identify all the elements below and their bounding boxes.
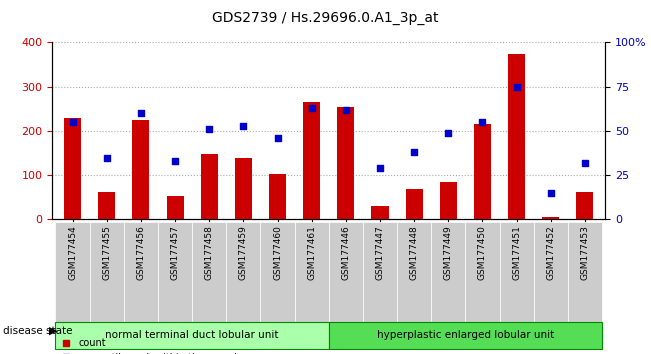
Text: GSM177455: GSM177455 <box>102 225 111 280</box>
Point <box>340 107 351 113</box>
Text: GSM177450: GSM177450 <box>478 225 487 280</box>
Bar <box>542 217 559 219</box>
Text: GDS2739 / Hs.29696.0.A1_3p_at: GDS2739 / Hs.29696.0.A1_3p_at <box>212 11 439 25</box>
Point <box>512 84 522 90</box>
Bar <box>474 124 491 219</box>
Text: GSM177447: GSM177447 <box>376 225 385 280</box>
Bar <box>269 175 286 219</box>
Point <box>409 149 419 155</box>
Bar <box>372 206 389 219</box>
Bar <box>337 107 354 219</box>
Bar <box>167 196 184 219</box>
Text: GSM177446: GSM177446 <box>341 225 350 280</box>
Bar <box>201 154 217 219</box>
Text: GSM177456: GSM177456 <box>137 225 145 280</box>
Text: GSM177452: GSM177452 <box>546 225 555 280</box>
Point <box>443 130 454 136</box>
Bar <box>98 192 115 219</box>
FancyBboxPatch shape <box>124 222 158 324</box>
FancyBboxPatch shape <box>363 222 397 324</box>
FancyBboxPatch shape <box>568 222 602 324</box>
Text: ▶: ▶ <box>49 326 57 336</box>
FancyBboxPatch shape <box>397 222 431 324</box>
Point <box>102 155 112 160</box>
Text: disease state: disease state <box>3 326 73 336</box>
Bar <box>406 189 422 219</box>
FancyBboxPatch shape <box>295 222 329 324</box>
Text: GSM177449: GSM177449 <box>444 225 453 280</box>
Bar <box>132 120 150 219</box>
Point <box>477 119 488 125</box>
Point <box>204 126 214 132</box>
Text: GSM177457: GSM177457 <box>171 225 180 280</box>
Text: GSM177459: GSM177459 <box>239 225 248 280</box>
FancyBboxPatch shape <box>499 222 534 324</box>
Point <box>272 135 283 141</box>
Point <box>546 190 556 196</box>
FancyBboxPatch shape <box>192 222 227 324</box>
FancyBboxPatch shape <box>534 222 568 324</box>
FancyBboxPatch shape <box>55 322 329 349</box>
Point <box>307 105 317 111</box>
Point <box>135 110 146 116</box>
Text: normal terminal duct lobular unit: normal terminal duct lobular unit <box>105 330 279 341</box>
Legend: count, percentile rank within the sample: count, percentile rank within the sample <box>57 334 247 354</box>
Bar <box>64 118 81 219</box>
Point <box>375 165 385 171</box>
Text: GSM177458: GSM177458 <box>204 225 214 280</box>
Text: GSM177451: GSM177451 <box>512 225 521 280</box>
Text: GSM177453: GSM177453 <box>581 225 589 280</box>
Text: GSM177448: GSM177448 <box>409 225 419 280</box>
Point <box>580 160 590 166</box>
FancyBboxPatch shape <box>329 322 602 349</box>
Text: GSM177454: GSM177454 <box>68 225 77 280</box>
Text: GSM177461: GSM177461 <box>307 225 316 280</box>
FancyBboxPatch shape <box>158 222 192 324</box>
FancyBboxPatch shape <box>329 222 363 324</box>
FancyBboxPatch shape <box>431 222 465 324</box>
Text: GSM177460: GSM177460 <box>273 225 282 280</box>
Bar <box>508 53 525 219</box>
Point <box>238 123 249 129</box>
Bar <box>235 158 252 219</box>
Bar <box>440 182 457 219</box>
Text: hyperplastic enlarged lobular unit: hyperplastic enlarged lobular unit <box>377 330 554 341</box>
FancyBboxPatch shape <box>465 222 499 324</box>
FancyBboxPatch shape <box>90 222 124 324</box>
Point <box>170 158 180 164</box>
FancyBboxPatch shape <box>55 222 90 324</box>
FancyBboxPatch shape <box>227 222 260 324</box>
Point <box>67 119 77 125</box>
Bar <box>576 192 594 219</box>
Bar <box>303 102 320 219</box>
FancyBboxPatch shape <box>260 222 295 324</box>
